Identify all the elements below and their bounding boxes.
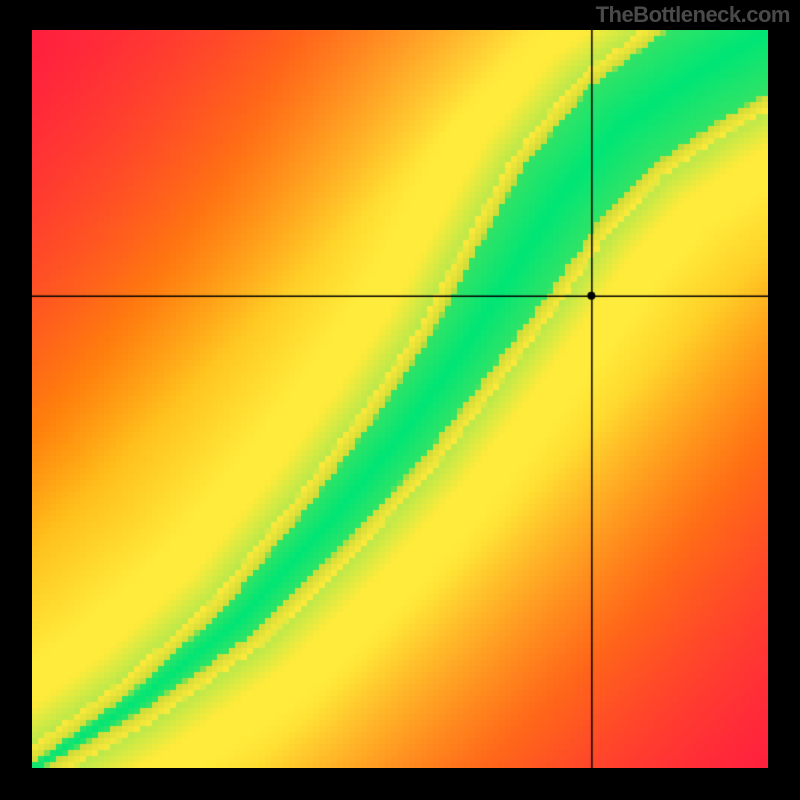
heatmap-plot	[32, 30, 768, 768]
watermark-text: TheBottleneck.com	[596, 2, 790, 28]
heatmap-canvas	[32, 30, 768, 768]
